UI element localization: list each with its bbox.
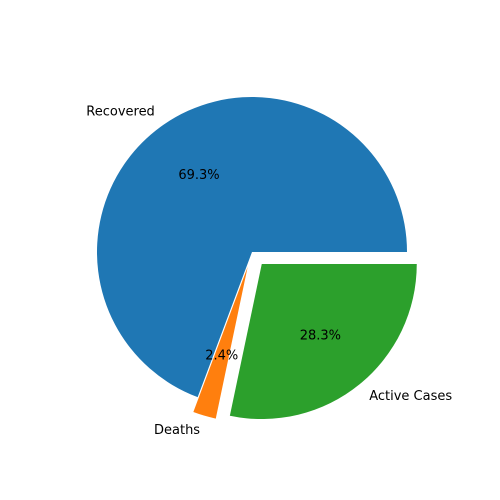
pct-label-active-cases: 28.3% bbox=[300, 329, 341, 344]
slice-label-active-cases: Active Cases bbox=[369, 389, 452, 404]
slices-layer bbox=[96, 96, 417, 420]
labels-layer: 69.3% Recovered 2.4% Deaths 28.3% Active Case… bbox=[86, 104, 452, 438]
pie-slice-recovered bbox=[96, 96, 407, 398]
slice-label-deaths: Deaths bbox=[154, 423, 200, 438]
pct-label-recovered: 69.3% bbox=[178, 168, 219, 183]
slice-label-recovered: Recovered bbox=[86, 104, 155, 119]
pie-slice-active-cases bbox=[229, 264, 417, 420]
pct-label-deaths: 2.4% bbox=[205, 349, 238, 364]
pie-slice-deaths bbox=[193, 266, 248, 419]
